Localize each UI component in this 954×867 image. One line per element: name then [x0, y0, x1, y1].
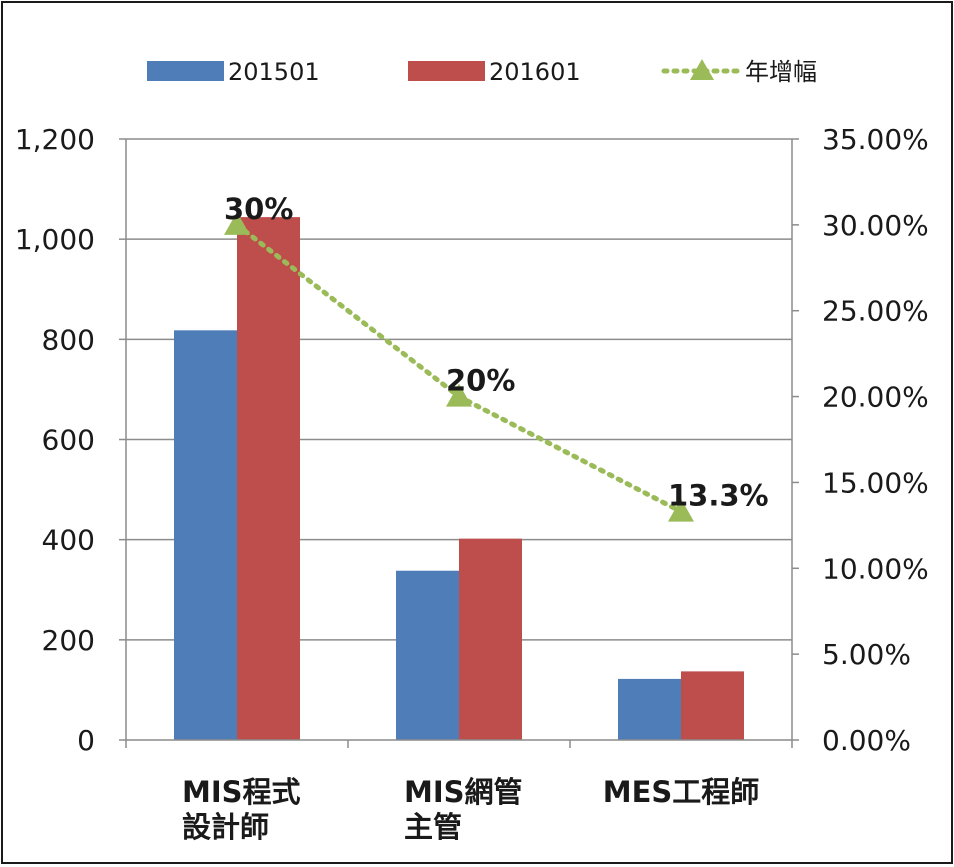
- category-label: MIS程式: [182, 775, 301, 809]
- bar-201501: [618, 678, 681, 740]
- right-axis-tick-label: 15.00%: [822, 466, 929, 499]
- legend-swatch-marker: [690, 59, 714, 80]
- legend-swatch-201601: [408, 61, 485, 81]
- left-axis-tick-label: 200: [42, 624, 95, 657]
- right-axis-tick-label: 5.00%: [822, 638, 911, 671]
- bar-201601: [237, 217, 300, 740]
- left-axis-tick-label: 0: [77, 724, 95, 757]
- right-axis-tick-label: 25.00%: [822, 295, 929, 328]
- growth-line: [224, 211, 694, 522]
- right-axis-tick-label: 35.00%: [822, 123, 929, 156]
- labels: 0 200 400 600 800 1,000 1,200 0.00% 5.00% 10.00% 1…: [15, 123, 929, 844]
- category-label: 設計師: [182, 810, 269, 844]
- legend-label: 201601: [489, 58, 581, 86]
- category-label: MIS網管: [404, 775, 523, 809]
- legend-swatch-201501: [147, 61, 224, 81]
- left-axis-tick-label: 1,200: [15, 123, 95, 156]
- category-label: 主管: [404, 810, 462, 844]
- legend-label: 年增幅: [745, 58, 817, 86]
- bar-201501: [174, 330, 237, 740]
- bar-201501: [396, 570, 459, 740]
- category-label: MES工程師: [603, 775, 760, 809]
- right-axis-tick-label: 10.00%: [822, 552, 929, 585]
- bar-201601: [681, 671, 744, 740]
- growth-marker: [668, 498, 694, 522]
- left-axis-tick-label: 1,000: [15, 223, 95, 256]
- left-axis-tick-label: 800: [42, 323, 95, 356]
- right-axis-tick-label: 0.00%: [822, 724, 911, 757]
- bar-201601: [459, 538, 522, 740]
- growth-data-label: 13.3%: [668, 479, 769, 513]
- growth-data-label: 20%: [446, 364, 515, 398]
- growth-marker: [224, 211, 250, 235]
- right-axis-tick-label: 20.00%: [822, 381, 929, 414]
- legend-label: 201501: [228, 58, 320, 86]
- left-axis-tick-label: 600: [42, 424, 95, 457]
- growth-marker: [446, 383, 472, 407]
- growth-data-label: 30%: [224, 192, 293, 226]
- axes: [119, 138, 799, 748]
- bars: [174, 217, 744, 740]
- right-axis-tick-label: 30.00%: [822, 209, 929, 242]
- left-axis-tick-label: 400: [42, 524, 95, 557]
- legend: 201501 201601 年增幅: [147, 58, 817, 86]
